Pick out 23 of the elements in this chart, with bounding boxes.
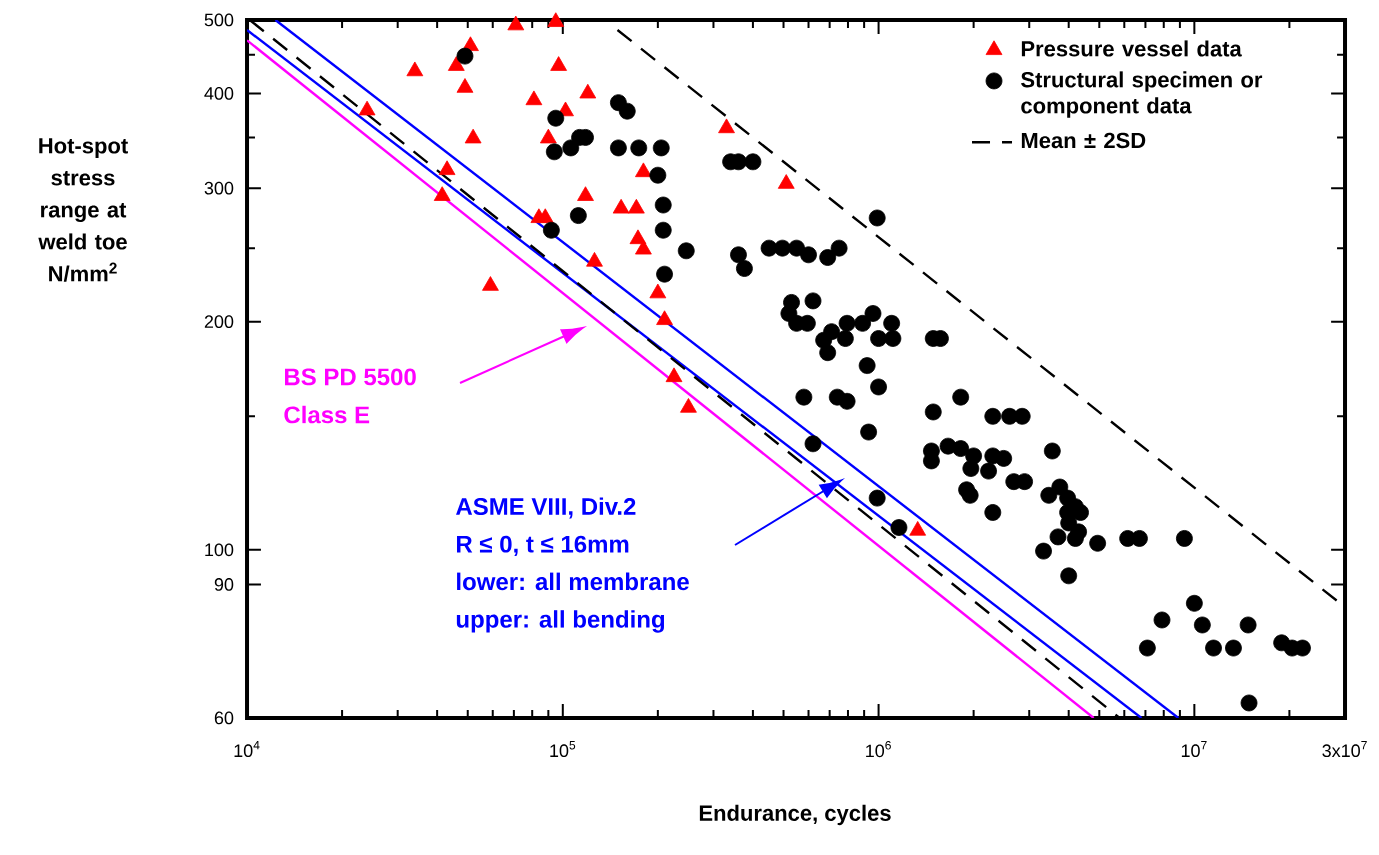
legend-label: Mean ± 2SD xyxy=(1021,132,1146,149)
annotation: ASME VIII, Div.2 xyxy=(456,497,636,519)
x-tick-label: 10$^{6}$ xyxy=(866,741,891,758)
legend-label: Pressure vessel data xyxy=(1021,40,1242,57)
annotation: R ≤ 0, t ≤ 16mm xyxy=(457,535,629,557)
y-tick-label: 90 xyxy=(214,578,234,591)
x-tick-label: 10$^{4}$ xyxy=(234,741,260,758)
x-axis-title: Endurance, cycles xyxy=(699,804,891,826)
y-tick-label: 200 xyxy=(204,315,234,329)
x-tick-label: 10$^{5}$ xyxy=(550,741,576,758)
x-tick-label: 3x10$^{7}$ xyxy=(1322,741,1367,758)
annotation: BS PD 5500 xyxy=(285,368,416,386)
annotation: lower: all membrane xyxy=(457,572,689,591)
y-tick-label: 300 xyxy=(204,181,234,195)
legend-label: Structural specimen or component data xyxy=(1021,71,1263,118)
annotation: upper: all bending xyxy=(456,610,665,633)
annotation: Class E xyxy=(284,405,370,424)
y-axis-title: Hot-spot stress range at weld toe N/mm$^{2}$ xyxy=(38,138,128,282)
y-tick-label: 60 xyxy=(214,711,234,725)
y-tick-label: 500 xyxy=(204,13,234,27)
y-tick-label: 400 xyxy=(204,87,234,100)
y-tick-label: 100 xyxy=(205,543,234,557)
x-tick-label: 10$^{7}$ xyxy=(1181,741,1207,758)
